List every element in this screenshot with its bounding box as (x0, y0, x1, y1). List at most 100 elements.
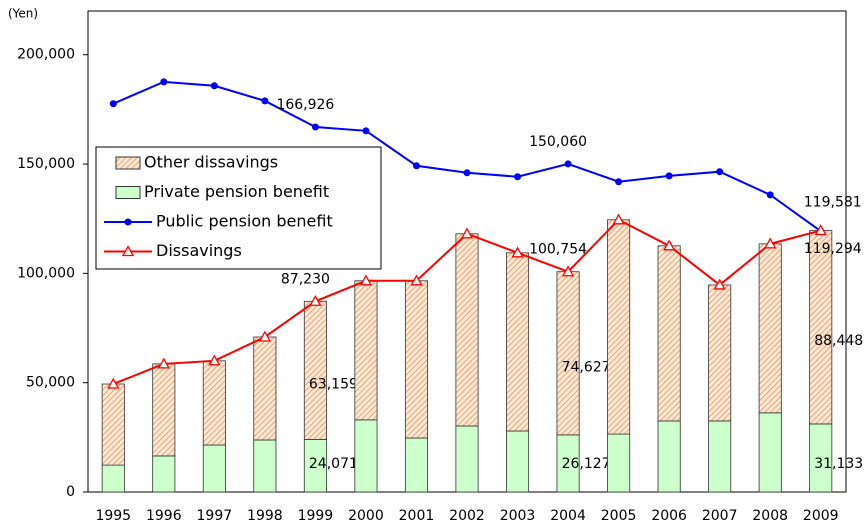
marker (665, 172, 673, 180)
bar-segment (708, 284, 732, 422)
y-axis-label: (Yen) (8, 7, 38, 21)
data-label: 119,294 (804, 241, 862, 257)
marker (814, 224, 827, 236)
marker (764, 237, 777, 249)
bar-segment (506, 252, 530, 432)
marker (210, 82, 218, 90)
marker (208, 354, 221, 366)
marker (359, 274, 373, 286)
data-label: 150,060 (529, 134, 587, 150)
legend-swatch (115, 156, 141, 170)
marker (362, 127, 370, 135)
x-tick-label: 1999 (298, 508, 334, 524)
marker (109, 100, 117, 108)
bar-segment (253, 336, 277, 441)
marker (463, 169, 471, 177)
bar-segment (556, 271, 580, 436)
marker (612, 213, 625, 225)
bar-segment (303, 300, 327, 440)
marker (410, 274, 423, 286)
marker (663, 239, 676, 251)
bar-segment (152, 455, 176, 493)
marker (412, 162, 420, 170)
marker (766, 191, 774, 199)
data-label: 166,926 (276, 97, 334, 113)
bar-segment (202, 444, 226, 493)
bar-segment (657, 245, 681, 422)
data-label: 87,230 (281, 271, 330, 287)
marker (561, 265, 575, 277)
data-label: 100,754 (529, 242, 587, 258)
bar-segment (758, 243, 782, 414)
legend-label: Dissavings (156, 241, 242, 260)
x-tick-label: 2005 (601, 508, 637, 524)
bar-segment (101, 464, 125, 493)
marker (107, 377, 120, 389)
bar-segment (708, 420, 732, 493)
x-tick-label: 2009 (803, 508, 839, 524)
bar-segment (657, 420, 681, 493)
bar-segment (354, 280, 378, 421)
bar-segment (758, 412, 782, 493)
marker (157, 357, 170, 369)
marker (514, 173, 522, 181)
marker (511, 246, 524, 258)
marker (460, 227, 474, 239)
data-label: 119,581 (804, 195, 862, 211)
bar-segment (607, 219, 631, 435)
bar-segment (202, 360, 226, 446)
data-label: 24,071 (309, 456, 358, 472)
legend-swatch (115, 186, 141, 199)
x-tick-label: 1996 (146, 508, 182, 524)
bar-segment (455, 425, 479, 493)
bar-segment (354, 419, 378, 493)
bar-segment (809, 230, 833, 425)
y-tick-label: 0 (66, 484, 75, 500)
bar-segment (101, 383, 125, 466)
x-tick-label: 1997 (197, 508, 233, 524)
data-label: 88,448 (814, 333, 863, 349)
bar-segment (404, 437, 428, 493)
data-label: 63,159 (309, 376, 358, 392)
marker (309, 294, 322, 306)
legend-box (95, 146, 382, 270)
legend-label: Public pension benefit (156, 212, 333, 231)
x-tick-label: 2000 (348, 508, 384, 524)
marker (615, 178, 623, 186)
bar-segment (253, 439, 277, 493)
marker (564, 160, 572, 168)
y-tick-label: 100,000 (17, 265, 75, 281)
marker (258, 330, 271, 342)
x-tick-label: 1995 (95, 508, 131, 524)
y-tick-label: 200,000 (17, 47, 75, 63)
x-tick-label: 2001 (399, 508, 435, 524)
x-tick-label: 2003 (500, 508, 536, 524)
marker (160, 78, 168, 86)
marker (716, 168, 724, 176)
legend-label: Private pension benefit (144, 182, 329, 201)
marker (713, 278, 726, 290)
data-label: 74,627 (562, 359, 611, 375)
bar-segment (506, 430, 530, 493)
x-tick-label: 2006 (651, 508, 687, 524)
x-tick-label: 2007 (702, 508, 738, 524)
bar-segment (455, 233, 479, 427)
x-tick-label: 2008 (752, 508, 788, 524)
x-tick-label: 1998 (247, 508, 283, 524)
data-label: 26,127 (562, 456, 611, 472)
bar-segment (404, 280, 428, 439)
bar-segment (607, 433, 631, 493)
marker (311, 123, 319, 131)
y-tick-label: 50,000 (26, 375, 75, 391)
legend-label: Other dissavings (144, 153, 278, 172)
bar-segment (152, 363, 176, 457)
x-tick-label: 2004 (550, 508, 586, 524)
legend-marker (121, 245, 135, 257)
legend: Other dissavings Private pension benefit P… (95, 146, 382, 270)
data-label: 31,133 (814, 456, 863, 472)
legend-marker (124, 218, 132, 226)
y-tick-label: 150,000 (17, 156, 75, 172)
x-tick-label: 2002 (449, 508, 485, 524)
marker (261, 97, 269, 105)
